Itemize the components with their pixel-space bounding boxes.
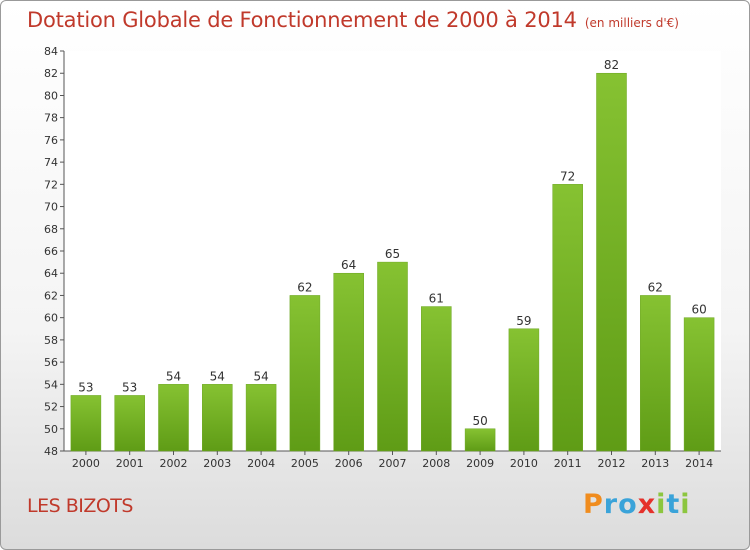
brand-logo-letter: t xyxy=(666,489,681,520)
bar-value-label: 53 xyxy=(78,380,93,394)
x-tick-label: 2004 xyxy=(247,457,275,470)
y-tick-label: 48 xyxy=(44,445,58,458)
y-tick-label: 60 xyxy=(44,312,58,325)
chart-title-block: Dotation Globale de Fonctionnement de 20… xyxy=(27,8,679,32)
y-tick-label: 84 xyxy=(44,45,58,58)
bar xyxy=(464,428,496,452)
bar xyxy=(421,306,452,452)
bar-value-label: 60 xyxy=(691,303,706,317)
brand-logo-letter: r xyxy=(603,489,619,520)
x-tick-label: 2010 xyxy=(510,457,538,470)
x-tick-label: 2014 xyxy=(685,457,713,470)
bar-value-label: 64 xyxy=(341,258,356,272)
y-tick-label: 52 xyxy=(44,401,58,414)
y-tick-label: 72 xyxy=(44,178,58,191)
bar xyxy=(640,295,671,452)
x-tick-label: 2000 xyxy=(72,457,100,470)
y-tick-label: 56 xyxy=(44,356,58,369)
x-tick-label: 2005 xyxy=(291,457,319,470)
bar-value-label: 62 xyxy=(297,280,312,294)
x-tick-label: 2012 xyxy=(598,457,626,470)
chart-unit-note: (en milliers d'€) xyxy=(584,16,679,30)
y-tick-label: 50 xyxy=(44,423,58,436)
bar xyxy=(377,261,408,452)
bar-value-label: 65 xyxy=(385,247,400,261)
x-tick-label: 2007 xyxy=(379,457,407,470)
brand-logo-letter: i xyxy=(680,489,691,520)
brand-logo-letter: o xyxy=(618,489,638,520)
y-tick-label: 74 xyxy=(44,156,58,169)
y-tick-label: 82 xyxy=(44,67,58,80)
bar xyxy=(596,72,627,452)
y-tick-label: 66 xyxy=(44,245,58,258)
y-tick-label: 54 xyxy=(44,378,58,391)
bar-value-label: 54 xyxy=(253,369,268,383)
bar-value-label: 59 xyxy=(516,314,531,328)
x-tick-label: 2008 xyxy=(422,457,450,470)
bar-value-label: 61 xyxy=(429,292,444,306)
bar-value-label: 53 xyxy=(122,380,137,394)
bar-value-label: 54 xyxy=(166,369,181,383)
location-label: LES BIZOTS xyxy=(27,495,133,517)
bar xyxy=(333,272,364,452)
x-tick-label: 2003 xyxy=(203,457,231,470)
bar xyxy=(245,384,277,452)
y-tick-label: 70 xyxy=(44,201,58,214)
bar-value-label: 72 xyxy=(560,169,575,183)
bar-value-label: 50 xyxy=(472,414,487,428)
bar-value-label: 82 xyxy=(604,58,619,72)
bar xyxy=(70,395,102,452)
x-tick-label: 2002 xyxy=(160,457,188,470)
bar xyxy=(158,384,189,452)
y-tick-label: 58 xyxy=(44,334,58,347)
brand-logo-letter: P xyxy=(583,489,604,520)
chart-title: Dotation Globale de Fonctionnement de 20… xyxy=(27,8,577,32)
x-tick-label: 2006 xyxy=(335,457,363,470)
brand-logo-letter: x xyxy=(637,489,657,520)
x-tick-label: 2013 xyxy=(641,457,669,470)
y-tick-label: 64 xyxy=(44,267,58,280)
y-tick-label: 78 xyxy=(44,112,58,125)
x-tick-label: 2001 xyxy=(116,457,144,470)
y-tick-label: 62 xyxy=(44,289,58,302)
bar xyxy=(683,317,715,452)
bar xyxy=(114,395,145,452)
y-tick-label: 68 xyxy=(44,223,58,236)
bar xyxy=(508,328,540,452)
bar-value-label: 62 xyxy=(648,280,663,294)
bar-value-label: 54 xyxy=(210,369,225,383)
y-tick-label: 76 xyxy=(44,134,58,147)
bar xyxy=(552,184,583,452)
bar xyxy=(289,295,321,452)
brand-logo: Proxiti xyxy=(583,489,691,520)
x-tick-label: 2011 xyxy=(554,457,582,470)
y-tick-label: 80 xyxy=(44,89,58,102)
bar xyxy=(202,384,233,452)
brand-logo-letter: i xyxy=(656,489,667,520)
x-tick-label: 2009 xyxy=(466,457,494,470)
